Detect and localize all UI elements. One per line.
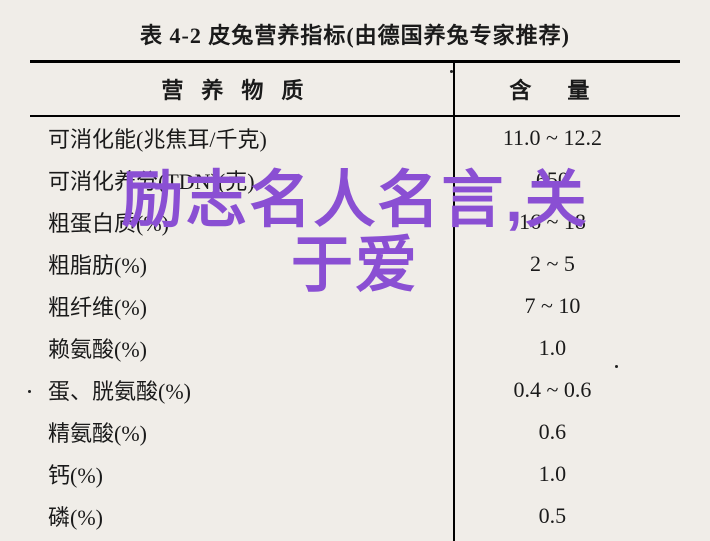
table-row: 精氨酸(%) 0.6 [30,411,680,453]
column-header-amount: 含量 [454,62,680,117]
table-row: 磷(%) 0.5 [30,495,680,537]
nutrition-table: 营养物质 含量 可消化能(兆焦耳/千克) 11.0 ~ 12.2 可消化养分(T… [30,60,680,541]
cell-value: 0.4 ~ 0.6 [454,369,680,411]
column-header-nutrient: 营养物质 [30,62,454,117]
cell-nutrient: 赖氨酸(%) [30,327,454,369]
table-row: 蛋、胱氨酸(%) 0.4 ~ 0.6 [30,369,680,411]
cell-nutrient: 粗蛋白质(%) [30,201,454,243]
table-header-row: 营养物质 含量 [30,62,680,117]
table-row: 粗纤维(%) 7 ~ 10 [30,285,680,327]
cell-nutrient: 蛋、胱氨酸(%) [30,369,454,411]
table-row: 赖氨酸(%) 1.0 [30,327,680,369]
speck-icon [28,390,31,393]
cell-nutrient: 钙(%) [30,453,454,495]
cell-value: 7 ~ 10 [454,285,680,327]
cell-value: 0.6 [454,411,680,453]
speck-icon [615,365,618,368]
cell-nutrient: 可消化养分(TDN)(克) [30,159,454,201]
table-row: 可消化养分(TDN)(克) 650 [30,159,680,201]
table-row: 可消化能(兆焦耳/千克) 11.0 ~ 12.2 [30,116,680,159]
page-root: 表 4-2 皮兔营养指标(由德国养兔专家推荐) 营养物质 含量 可消化能(兆焦耳… [0,0,710,541]
table-row: 钙(%) 1.0 [30,453,680,495]
cell-value: 2 ~ 5 [454,243,680,285]
cell-value: 16 ~ 18 [454,201,680,243]
table-caption: 表 4-2 皮兔营养指标(由德国养兔专家推荐) [30,18,680,50]
cell-value: 1.0 [454,453,680,495]
table-row: 粗蛋白质(%) 16 ~ 18 [30,201,680,243]
cell-nutrient: 磷(%) [30,495,454,537]
speck-icon [450,70,453,73]
cell-nutrient: 粗脂肪(%) [30,243,454,285]
cell-value: 650 [454,159,680,201]
cell-nutrient: 可消化能(兆焦耳/千克) [30,116,454,159]
table-row: 粗脂肪(%) 2 ~ 5 [30,243,680,285]
cell-value: 1.0 [454,327,680,369]
cell-nutrient: 精氨酸(%) [30,411,454,453]
cell-value: 0.5 [454,495,680,537]
cell-value: 11.0 ~ 12.2 [454,116,680,159]
table-row: 镁(毫克/千克) 300 [30,537,680,541]
cell-nutrient: 镁(毫克/千克) [30,537,454,541]
cell-nutrient: 粗纤维(%) [30,285,454,327]
cell-value: 300 [454,537,680,541]
